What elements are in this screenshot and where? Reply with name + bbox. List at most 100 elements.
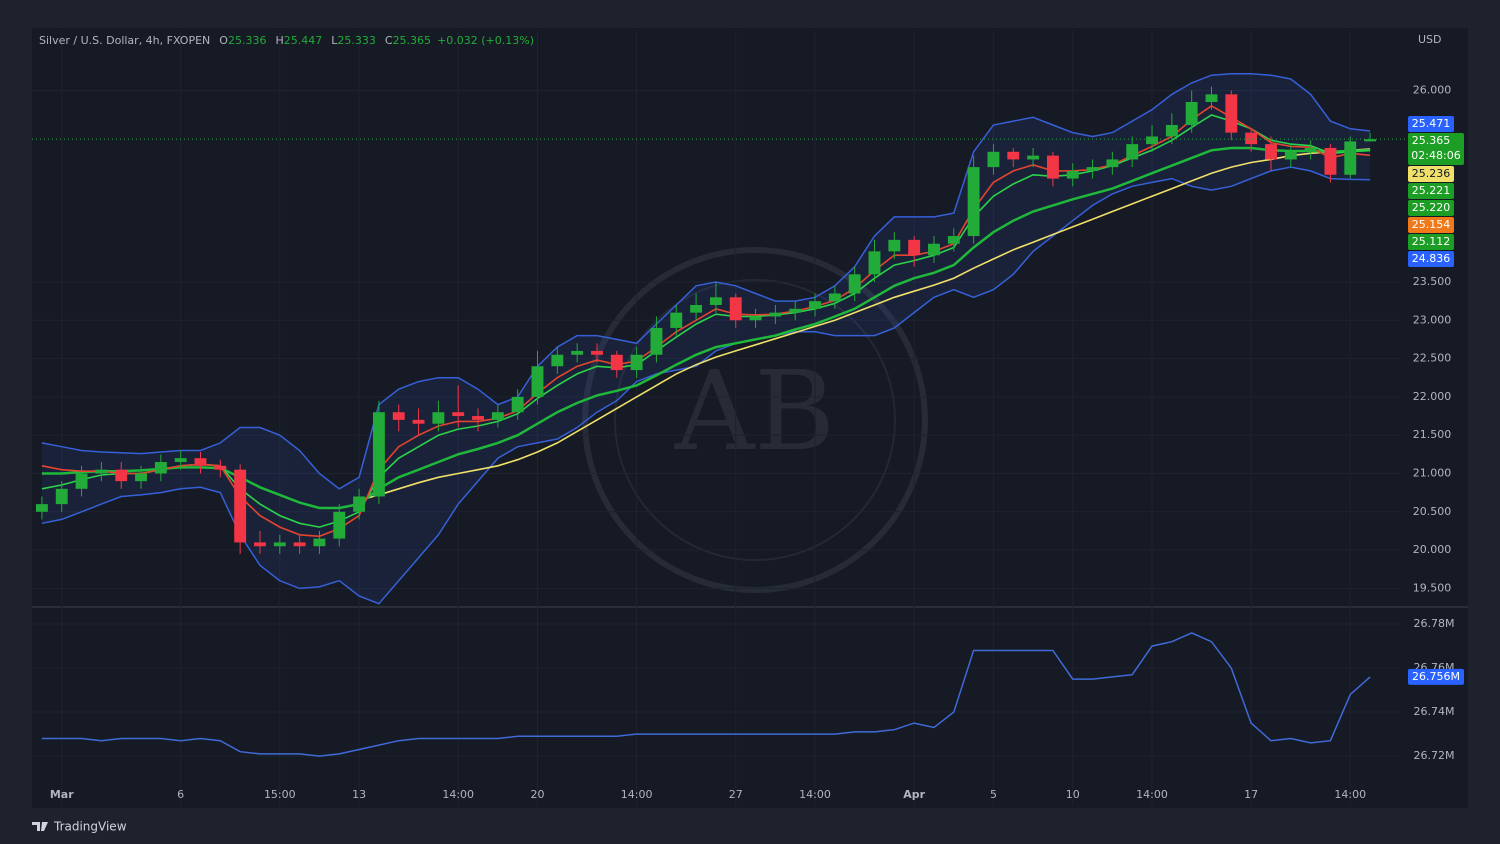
ohlc-letter: C	[385, 34, 393, 47]
candle-body	[630, 354, 643, 371]
candle-body	[1324, 147, 1337, 175]
candle-body	[1205, 94, 1218, 102]
x-tick-label: 15:00	[264, 788, 296, 801]
y-tick-label: 23.000	[1413, 313, 1452, 326]
candle-body	[690, 304, 703, 313]
axes: 19.500 20.000 20.500 21.000 21.500 22.000 22.5…	[50, 84, 1464, 801]
watermark: AB	[674, 347, 835, 475]
watermark-ring	[614, 279, 896, 561]
candle-body	[432, 412, 445, 424]
candle-body	[372, 412, 385, 497]
candle-body	[1364, 139, 1377, 142]
price-tag-label: 25.365	[1412, 134, 1451, 147]
price-tag	[1408, 183, 1454, 199]
ohlc-letter: O	[219, 34, 228, 47]
price-tag	[1408, 166, 1454, 182]
candle-body	[1185, 102, 1198, 125]
candle-body	[1146, 136, 1158, 145]
candle-body	[571, 350, 584, 355]
candle-body	[709, 297, 722, 305]
y-tick-label: 22.000	[1413, 390, 1452, 403]
candle-body	[848, 274, 861, 294]
candle-body	[1165, 124, 1178, 137]
lower-tag	[1408, 668, 1464, 685]
candle-body	[135, 473, 147, 482]
ohlc-letter: L	[331, 34, 338, 47]
y-tick-label: 21.500	[1413, 428, 1452, 441]
y-tick-label: 26.000	[1413, 84, 1452, 97]
candle-body	[214, 465, 227, 470]
lower-line	[41, 632, 1371, 757]
candle-body	[868, 251, 881, 275]
candle-body	[551, 354, 564, 367]
candle-body	[154, 462, 167, 474]
candle-body	[1086, 167, 1099, 171]
candle-body	[234, 469, 247, 543]
chart-area	[32, 28, 1468, 808]
candle-body	[254, 542, 266, 547]
y-tick-label: 21.000	[1413, 466, 1452, 479]
x-tick-label: 14:00	[1334, 788, 1366, 801]
candle-body	[174, 458, 187, 462]
candle-body	[75, 473, 88, 489]
x-tick-label: Apr	[903, 788, 925, 801]
y-tick-label: 22.500	[1413, 352, 1452, 365]
change: +0.032 (+0.13%)	[437, 34, 534, 47]
band-lower	[41, 166, 1371, 605]
candle-body	[273, 542, 286, 547]
symbol: Silver / U.S. Dollar, 4h, FXOPEN	[39, 34, 210, 47]
candle-body	[789, 308, 802, 313]
candle-body	[947, 236, 960, 244]
ma-line	[41, 114, 1371, 528]
watermark-ring	[582, 247, 928, 593]
candle-body	[828, 293, 841, 302]
y-tick-label: 19.500	[1413, 581, 1452, 594]
candle-body	[1225, 94, 1238, 133]
price-tag-label: 24.836	[1412, 252, 1451, 265]
price-tag	[1408, 200, 1454, 216]
x-tick-label: 20	[531, 788, 545, 801]
candle-body	[1344, 141, 1357, 175]
candle-body	[491, 412, 504, 420]
price-tag	[1408, 251, 1454, 267]
ma-line	[358, 148, 1371, 502]
price-tag-label: 25.220	[1412, 201, 1451, 214]
candle-body	[1066, 170, 1079, 179]
candle-body	[987, 151, 1000, 168]
candle-body	[610, 354, 623, 371]
price-tag-label: 25.154	[1412, 218, 1451, 231]
price-tag	[1408, 234, 1454, 250]
ohlc-value: 25.447	[284, 34, 323, 47]
x-tick-label: 6	[177, 788, 184, 801]
candle-body	[967, 167, 980, 237]
candle-body	[1304, 147, 1317, 152]
price-tag	[1408, 133, 1464, 165]
candle-body	[1245, 132, 1258, 145]
candle-body	[729, 297, 742, 321]
ma-line	[41, 104, 1371, 538]
candle-body	[95, 469, 108, 474]
candle-body	[1046, 155, 1059, 179]
candle-body	[1265, 144, 1277, 160]
x-tick-label: 14:00	[621, 788, 653, 801]
candle-body	[35, 504, 48, 512]
ohlc-letter: H	[275, 34, 283, 47]
y-tick-label: 20.000	[1413, 543, 1452, 556]
price-tag-label: 25.471	[1412, 117, 1451, 130]
countdown: 02:48:06	[1411, 149, 1460, 162]
candle-body	[452, 412, 465, 417]
candle-body	[928, 243, 940, 256]
currency: USD	[1418, 33, 1442, 46]
y-tick-label: 26.78M	[1414, 617, 1455, 630]
ohlc-value: 25.365	[393, 34, 432, 47]
candle-body	[670, 312, 683, 328]
y-tick-label: 26.72M	[1414, 749, 1455, 762]
candle-body	[313, 538, 326, 547]
candle-body	[749, 316, 762, 321]
y-tick-label: 23.500	[1413, 275, 1452, 288]
x-tick-label: 5	[990, 788, 997, 801]
candle-body	[650, 327, 663, 355]
candle-body	[1007, 151, 1020, 160]
brand-logo	[32, 822, 48, 831]
candle-body	[293, 542, 306, 547]
